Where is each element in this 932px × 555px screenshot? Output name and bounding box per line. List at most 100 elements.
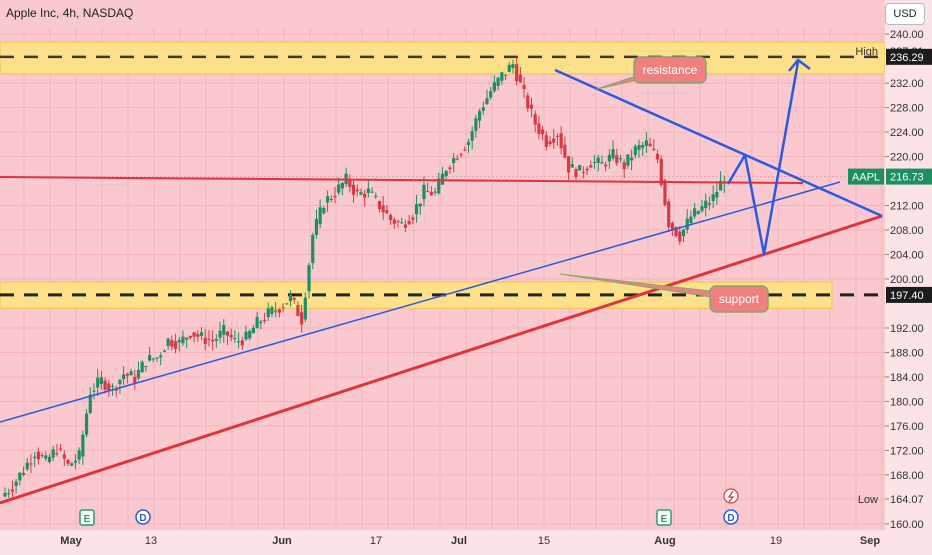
candle-body [292,297,296,300]
horizontal-red-line [0,176,804,184]
candle-body [693,208,697,217]
dividend-marker[interactable] [723,509,739,525]
candle-body [99,377,103,385]
candle-body [489,91,493,98]
candle-body [370,191,374,193]
y-tick-label: 172.00 [890,445,924,457]
candle-body [552,138,556,143]
y-tick-label: 168.00 [890,470,924,482]
candle-body [663,180,667,205]
candle-body [110,385,115,387]
candle-body [581,171,585,173]
candle-body [92,390,96,392]
support-price-tag [886,286,932,303]
candle-body [222,325,226,335]
candle-body [570,164,574,168]
y-tick-label: 232.00 [890,78,924,90]
candle-body [166,338,170,346]
candle-body [262,320,267,322]
currency-button[interactable]: USD [885,3,925,25]
candle-body [96,377,100,388]
candle-body [529,104,534,109]
resistance-callout[interactable] [633,56,707,84]
candle-body [537,123,541,134]
candle-body [170,340,174,347]
candle-body [366,188,370,193]
candle-body [452,158,456,164]
support-callout-label: support [719,292,760,306]
candle-body [70,463,74,466]
candle-body [681,229,686,237]
candle-body [348,179,352,187]
candle-body [574,169,578,177]
candle-body [307,265,311,292]
candle-body [715,191,719,198]
candle-body [14,481,18,486]
candle-body [29,463,33,465]
candle-body [314,218,319,235]
candle-body [541,129,545,135]
candle-body [655,153,660,160]
candle-body [611,149,615,159]
candle-body [533,114,537,125]
candle-body [618,158,623,160]
candle-body [311,235,315,264]
candle-body [274,310,278,312]
candle-body [689,216,693,224]
candle-body [433,191,437,193]
resistance-price-label: 236.29 [890,52,924,64]
candle-body [140,361,144,373]
candle-body [600,162,604,164]
candle-body [518,74,522,83]
candle-body [107,383,111,391]
candle-body [444,171,448,177]
candle-body [300,312,304,325]
candle-body [555,135,560,137]
candle-body [400,222,404,224]
earnings-marker[interactable] [79,509,95,526]
price-axis-background [885,28,932,530]
y-tick-label: 176.00 [890,421,924,433]
split-event-icon[interactable] [723,488,739,504]
candle-body [615,155,619,164]
candle-body [55,453,59,455]
y-tick-label: 188.00 [890,347,924,359]
dividend-marker[interactable] [135,509,151,525]
candle-body [711,194,715,202]
candle-body [144,366,148,368]
candle-body [192,332,196,337]
candle-body [88,394,92,413]
candle-body [511,64,515,68]
candle-body [47,456,52,463]
support-callout[interactable] [709,285,769,313]
candle-body [718,180,723,191]
x-tick-label: 13 [145,535,157,547]
candle-body [207,338,211,340]
y-tick-label: 208.00 [890,225,924,237]
earnings-marker-label: E [84,514,91,525]
candle-body [548,141,552,145]
candle-body [396,221,400,223]
candle-body [418,203,422,207]
candle-body [596,157,600,163]
candle-body [118,379,122,385]
candle-body [270,307,274,314]
y-tick-label: 184.00 [890,372,924,384]
candle-body [73,460,78,463]
descending-trendline [554,68,883,218]
earnings-marker[interactable] [656,509,672,526]
candle-body [507,64,511,72]
candle-body [337,184,341,193]
dividend-marker-label: D [727,513,734,524]
candle-body [333,195,337,198]
candle-body [522,84,526,90]
candle-body [7,492,11,494]
candle-body [515,64,519,82]
y-tick-label: 192.00 [890,323,924,335]
candle-body [177,340,181,343]
candle-body [448,167,452,170]
candle-body [62,454,66,459]
